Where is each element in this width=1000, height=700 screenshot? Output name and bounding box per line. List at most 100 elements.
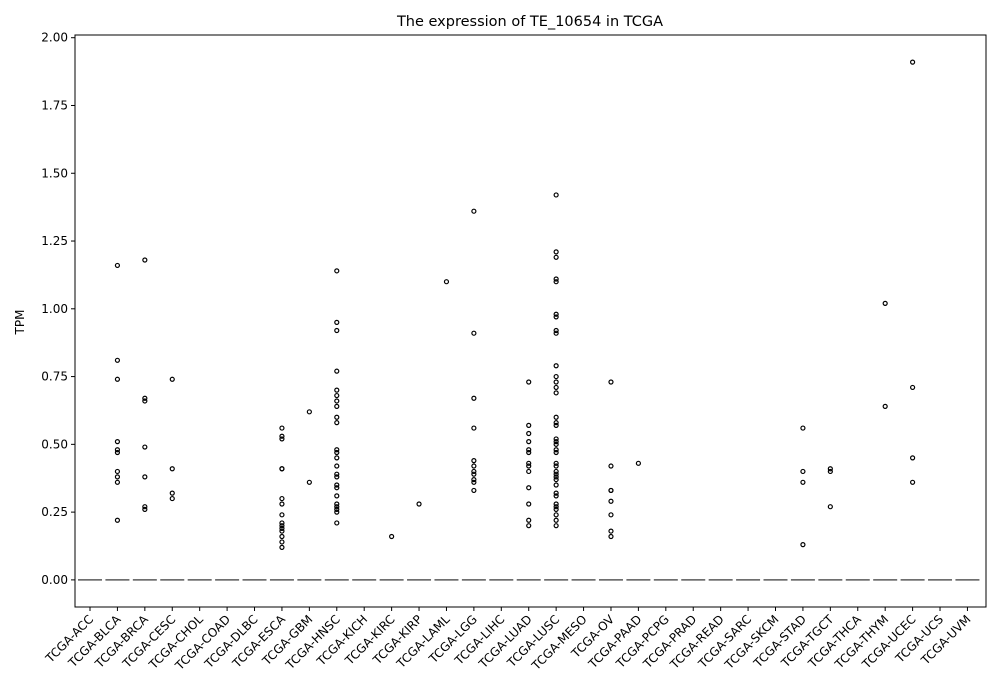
- outlier-point: [553, 471, 559, 477]
- outlier-point: [334, 471, 340, 477]
- outlier-point: [471, 208, 477, 214]
- outlier-point: [279, 539, 285, 545]
- plot-frame: [74, 34, 987, 608]
- outlier-point: [608, 487, 614, 494]
- outlier-point: [608, 379, 614, 385]
- outlier-point: [142, 444, 148, 450]
- outlier-point: [471, 463, 477, 469]
- outlier-point: [334, 398, 340, 404]
- outlier-point: [553, 517, 559, 523]
- outlier-point: [279, 523, 285, 529]
- outlier-point: [334, 319, 340, 325]
- outlier-point: [553, 482, 559, 488]
- outlier-point: [334, 455, 340, 461]
- outlier-point: [142, 506, 148, 513]
- outlier-point: [142, 395, 148, 401]
- outlier-points: [114, 59, 916, 550]
- outlier-point: [553, 449, 559, 456]
- outlier-point: [553, 192, 559, 198]
- outlier-point: [471, 458, 477, 464]
- outlier-point: [334, 449, 340, 456]
- outlier-point: [142, 474, 148, 480]
- outlier-point: [389, 533, 395, 540]
- outlier-point: [553, 249, 559, 255]
- outlier-point: [334, 463, 340, 469]
- outlier-point: [608, 512, 614, 518]
- outlier-point: [114, 474, 121, 480]
- outlier-point: [800, 479, 806, 485]
- outlier-point: [553, 254, 559, 260]
- outlier-point: [800, 468, 806, 475]
- outlier-point: [827, 468, 833, 475]
- outlier-point: [827, 466, 833, 472]
- outlier-point: [306, 409, 312, 415]
- outlier-point: [114, 262, 121, 269]
- outlier-point: [635, 460, 642, 466]
- outlier-point: [553, 504, 559, 510]
- outlier-point: [608, 498, 614, 504]
- outlier-point: [334, 506, 340, 513]
- outlier-point: [279, 466, 285, 472]
- outlier-point: [279, 425, 285, 431]
- outlier-point: [553, 468, 559, 475]
- outlier-point: [553, 363, 559, 369]
- outlier-point: [526, 430, 532, 437]
- outlier-point: [169, 376, 175, 382]
- outlier-point: [526, 422, 532, 428]
- outlier-point: [553, 314, 559, 320]
- outlier-point: [114, 449, 121, 456]
- outlier-point: [909, 479, 916, 485]
- outlier-point: [553, 330, 559, 336]
- outlier-point: [279, 501, 285, 507]
- outlier-point: [553, 447, 559, 453]
- outlier-point: [334, 368, 340, 374]
- y-tick-label: 1.75: [41, 98, 68, 112]
- outlier-point: [553, 512, 559, 518]
- outlier-point: [553, 501, 559, 507]
- outlier-point: [334, 414, 340, 420]
- outlier-point: [279, 525, 285, 531]
- outlier-point: [608, 463, 614, 469]
- outlier-point: [169, 466, 175, 472]
- y-tick-label: 1.00: [41, 302, 68, 316]
- y-tick-label: 0.50: [41, 437, 68, 451]
- outlier-point: [553, 490, 559, 496]
- outlier-point: [334, 509, 340, 515]
- outlier-point: [471, 479, 477, 485]
- outlier-point: [114, 439, 121, 445]
- outlier-point: [882, 403, 888, 409]
- outlier-point: [114, 517, 121, 523]
- outlier-point: [334, 504, 340, 510]
- outlier-point: [471, 476, 477, 483]
- outlier-point: [334, 482, 340, 488]
- outlier-point: [526, 463, 532, 469]
- outlier-point: [526, 449, 532, 456]
- outlier-point: [553, 476, 559, 483]
- outlier-point: [114, 357, 121, 363]
- outlier-point: [169, 495, 175, 502]
- outlier-point: [553, 439, 559, 445]
- y-tick-label: 0.00: [41, 573, 68, 587]
- outlier-point: [334, 520, 340, 526]
- outlier-point: [471, 471, 477, 477]
- outlier-point: [169, 490, 175, 496]
- outlier-point: [334, 485, 340, 491]
- outlier-point: [334, 327, 340, 334]
- outlier-point: [553, 422, 559, 428]
- outlier-point: [553, 414, 559, 420]
- outlier-point: [334, 268, 340, 274]
- outlier-point: [800, 425, 806, 431]
- outlier-point: [279, 520, 285, 526]
- outlier-point: [553, 463, 559, 469]
- chart-title: The expression of TE_10654 in TCGA: [396, 14, 663, 30]
- outlier-point: [334, 501, 340, 507]
- outlier-point: [416, 501, 422, 507]
- outlier-point: [114, 479, 121, 485]
- y-tick-label: 2.00: [41, 31, 68, 45]
- outlier-point: [306, 479, 312, 485]
- outlier-point: [279, 436, 285, 442]
- outlier-point: [471, 468, 477, 475]
- y-tick-label: 0.25: [41, 505, 68, 519]
- outlier-point: [279, 533, 285, 540]
